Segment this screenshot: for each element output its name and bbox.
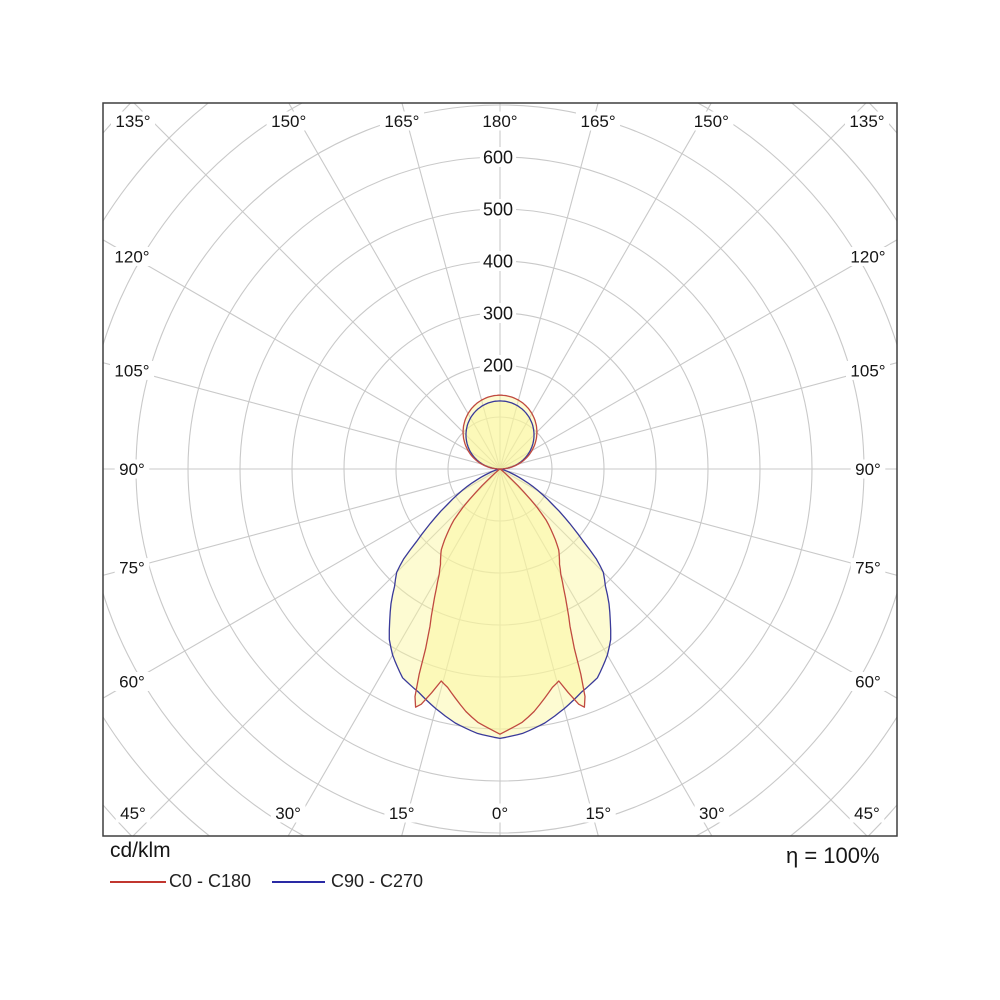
ring-label: 400 [483,252,513,272]
angle-label-bg [270,803,306,823]
angle-label: 30° [275,804,301,823]
angle-label: 180° [482,112,517,131]
angle-label: 105° [114,362,149,381]
angle-label-bg [846,360,891,380]
angle-label-bg [849,803,885,823]
angle-label: 75° [119,559,145,578]
legend-label-c0-c180: C0 - C180 [169,871,252,891]
angle-label: 15° [585,804,611,823]
angle-label-bg [114,672,150,691]
angle-label: 120° [114,248,149,267]
grid-radial [133,103,501,470]
ring-label-bg [479,303,517,323]
grid-radial [499,468,599,836]
angle-label: 45° [854,804,880,823]
grid-radial [499,468,897,576]
grid-radial [103,468,501,576]
ring-label-bg [479,355,517,375]
angle-label-bg [694,803,730,823]
ring-label-bg [479,147,517,167]
grid-radial [499,468,868,836]
angle-label: 30° [699,804,725,823]
angle-label: 75° [855,559,881,578]
curve-fill-c90-c270 [389,400,611,739]
angle-label-bg [689,111,734,131]
angle-label-bg [581,803,616,823]
angle-label: 165° [581,112,616,131]
grid-radial [499,468,897,699]
angle-label: 45° [120,804,146,823]
grid-radial [103,239,501,470]
angle-label-bg [114,558,150,578]
angle-label: 120° [850,248,885,267]
angle-label-bg [379,111,424,131]
angle-label: 150° [694,112,729,131]
legend-swatch-c90-c270 [272,881,325,883]
grid-radial [401,468,501,836]
angle-label-bg [850,558,886,578]
angle-label-bg [114,459,150,479]
angle-label: 105° [850,362,885,381]
angle-label-bg [115,803,151,823]
grid-radial [499,103,599,470]
angle-label-bg [487,803,513,823]
ring-label-bg [479,199,517,219]
angle-label: 135° [849,112,884,131]
angle-label-bg [850,672,886,691]
grid-radial [499,362,897,470]
ring-label-bg [479,251,517,271]
angle-label: 60° [855,673,881,692]
angle-label-bg [110,247,155,266]
unit-label: cd/klm [110,839,171,862]
plot-border [102,102,898,837]
grid-radial [103,468,501,699]
curve-c0-c180 [414,394,586,735]
angle-label: 60° [119,673,145,692]
angle-label: 90° [119,460,145,479]
grid-radial [401,103,501,470]
angle-label: 90° [855,460,881,479]
grid-radial [499,468,713,836]
grid-radial [287,468,501,836]
legend-swatch-c0-c180 [110,881,166,883]
curve-fill-c0-c180 [415,395,585,735]
ring-label: 600 [483,148,513,168]
ring-label: 200 [483,356,513,376]
angle-label-bg [110,360,155,380]
grid-radial [499,103,867,470]
angle-label-bg [845,111,890,131]
grid-radial [499,103,712,470]
angle-label: 150° [271,112,306,131]
angle-label: 135° [115,112,150,131]
angle-label-bg [846,247,891,266]
angle-label-bg [384,803,419,823]
efficiency-label: η = 100% [786,843,880,868]
angle-label: 15° [389,804,415,823]
angle-label-bg [266,111,311,131]
ring-label: 300 [483,304,513,324]
grid-radial [288,103,501,470]
curve-c90-c270 [388,400,612,740]
legend-label-c90-c270: C90 - C270 [331,871,424,891]
angle-label: 165° [384,112,419,131]
grid-radial [132,468,501,836]
angle-label-bg [850,459,886,479]
grid-radial [103,362,501,470]
angle-label: 0° [492,804,508,823]
angle-label-bg [478,111,523,131]
ring-label: 500 [483,200,513,220]
angle-label-bg [576,111,621,131]
angle-label-bg [111,111,156,131]
grid-radial [499,239,897,470]
